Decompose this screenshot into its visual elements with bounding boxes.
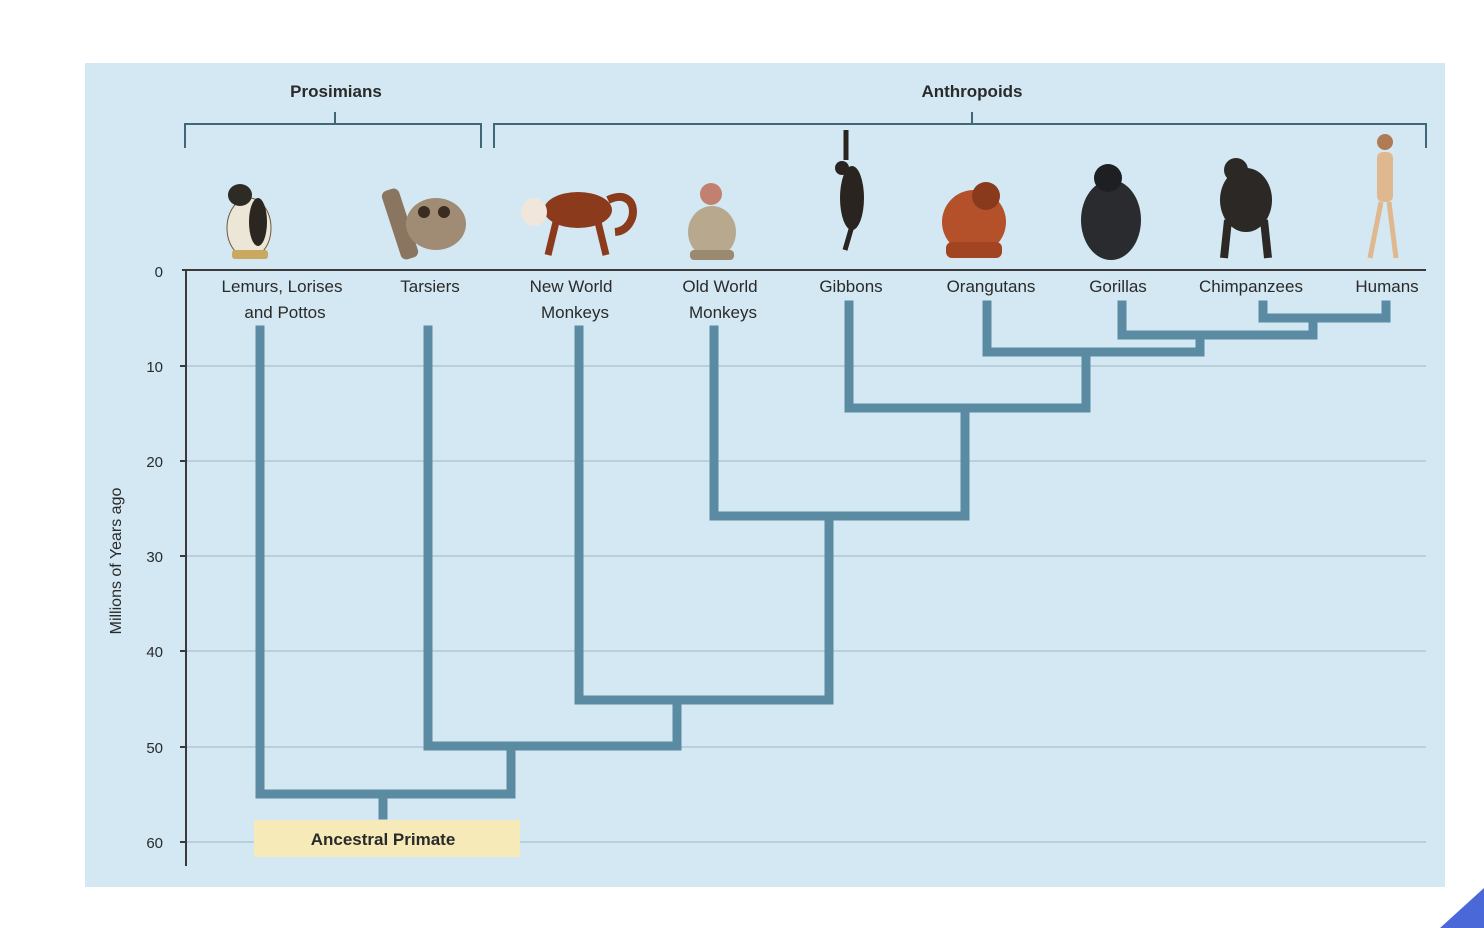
anthropoids-label: Anthropoids: [921, 82, 1022, 101]
branch-gorillas: [1117, 300, 1318, 340]
axis-ticks: [180, 365, 186, 843]
tick-label-20: 20: [146, 454, 163, 471]
tick-label-30: 30: [146, 549, 163, 566]
prosimians-label: Prosimians: [290, 82, 382, 101]
taxon-labels: Lemurs, Lorises and Pottos Tarsiers New …: [222, 277, 1419, 322]
tick-label-50: 50: [146, 740, 163, 757]
chimpanzee-icon: [1220, 158, 1272, 259]
diagram-panel: [85, 63, 1445, 887]
branch-old-world-monkeys: [709, 325, 970, 521]
orangutan-icon: [942, 182, 1006, 258]
old-world-monkey-icon: [688, 183, 736, 260]
branch-lemurs: [255, 325, 516, 799]
corner-decoration: [1440, 888, 1484, 928]
branch-orangutans: [982, 300, 1205, 357]
tick-labels: 0 10 20 30 40 50 60: [146, 264, 163, 852]
taxon-label-gibbons: Gibbons: [819, 277, 882, 296]
taxon-label-owm-line2: Monkeys: [689, 303, 757, 322]
ancestral-primate-box: [254, 820, 520, 857]
taxon-label-orangutans: Orangutans: [947, 277, 1036, 296]
taxon-label-gorillas: Gorillas: [1089, 277, 1147, 296]
tick-label-0: 0: [155, 264, 163, 281]
branch-humans-chimpanzees: [1258, 300, 1391, 323]
taxon-label-owm-line1: Old World: [682, 277, 757, 296]
group-brackets: [184, 112, 1427, 148]
y-axis-title: Millions of Years ago: [108, 488, 125, 635]
branch-new-world-monkeys: [574, 325, 834, 705]
anthropoids-bracket: [493, 123, 1427, 148]
gridlines: [185, 365, 1426, 843]
branch-tarsiers: [423, 325, 682, 751]
taxon-label-nwm-line1: New World: [530, 277, 613, 296]
tick-label-40: 40: [146, 644, 163, 661]
taxon-label-lemurs-line2: and Pottos: [244, 303, 325, 322]
taxon-label-tarsiers: Tarsiers: [400, 277, 460, 296]
taxon-label-nwm-line2: Monkeys: [541, 303, 609, 322]
human-icon: [1367, 134, 1399, 259]
new-world-monkey-icon: [521, 192, 637, 256]
gorilla-icon: [1081, 164, 1141, 260]
taxon-label-humans: Humans: [1355, 277, 1418, 296]
tree-branches: [255, 300, 1391, 820]
tick-label-10: 10: [146, 359, 163, 376]
lemur-icon: [226, 184, 272, 259]
tick-label-60: 60: [146, 835, 163, 852]
taxon-label-chimpanzees: Chimpanzees: [1199, 277, 1303, 296]
tarsier-icon: [381, 188, 466, 260]
gibbon-icon: [835, 130, 864, 251]
ancestral-primate-label: Ancestral Primate: [311, 830, 456, 849]
prosimians-bracket: [184, 123, 482, 148]
taxon-label-lemurs-line1: Lemurs, Lorises: [222, 277, 343, 296]
